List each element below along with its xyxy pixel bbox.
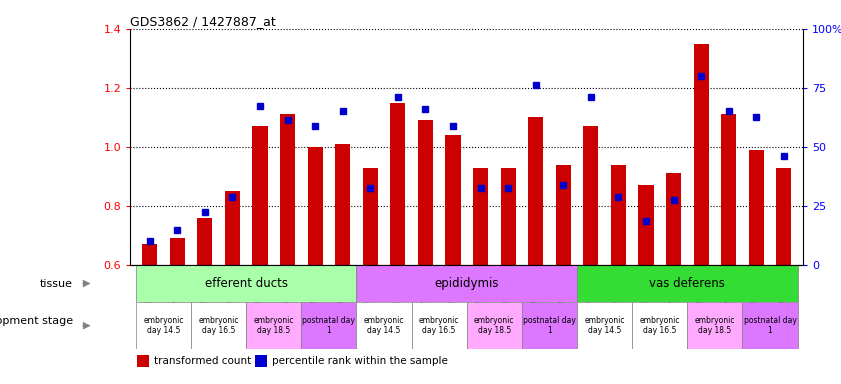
Text: postnatal day
1: postnatal day 1 [303,316,356,335]
Text: embryonic
day 14.5: embryonic day 14.5 [143,316,183,335]
Bar [170,238,185,265]
Text: efferent ducts: efferent ducts [204,277,288,290]
Bar [301,302,357,349]
Bar [638,185,653,265]
Bar [522,302,577,349]
Bar [142,244,157,265]
Bar [446,135,461,265]
Text: embryonic
day 18.5: embryonic day 18.5 [253,316,294,335]
Bar [191,302,246,349]
Bar [743,302,797,349]
Bar [390,103,405,265]
Bar [252,126,267,265]
Bar [584,126,599,265]
Bar [577,265,797,302]
Bar [198,218,213,265]
Text: embryonic
day 18.5: embryonic day 18.5 [474,316,515,335]
Bar [280,114,295,265]
Text: transformed count: transformed count [154,356,251,366]
Text: development stage: development stage [0,316,73,326]
Text: embryonic
day 16.5: embryonic day 16.5 [639,316,680,335]
Bar [632,302,687,349]
Bar [500,167,516,265]
Text: embryonic
day 18.5: embryonic day 18.5 [695,316,735,335]
Bar [411,302,467,349]
Bar [246,302,301,349]
Bar [611,165,626,265]
Bar [776,167,791,265]
Bar [748,150,764,265]
Bar [357,265,577,302]
Text: embryonic
day 14.5: embryonic day 14.5 [584,316,625,335]
Text: embryonic
day 14.5: embryonic day 14.5 [364,316,405,335]
Text: GDS3862 / 1427887_at: GDS3862 / 1427887_at [130,15,276,28]
Text: embryonic
day 16.5: embryonic day 16.5 [198,316,239,335]
Bar [556,165,571,265]
Bar [136,265,357,302]
Text: embryonic
day 16.5: embryonic day 16.5 [419,316,459,335]
Text: postnatal day
1: postnatal day 1 [743,316,796,335]
Bar [467,302,522,349]
Bar [335,144,350,265]
Text: percentile rank within the sample: percentile rank within the sample [272,356,447,366]
Bar [694,43,709,265]
Text: vas deferens: vas deferens [649,277,725,290]
Bar [308,147,323,265]
Text: tissue: tissue [40,278,73,288]
Bar [255,355,267,367]
Text: epididymis: epididymis [435,277,499,290]
Bar [721,114,736,265]
Text: postnatal day
1: postnatal day 1 [523,316,576,335]
Bar [362,167,378,265]
Bar [577,302,632,349]
Bar [225,191,240,265]
Bar [136,302,191,349]
Bar [357,302,411,349]
Bar [473,167,488,265]
Bar [418,120,433,265]
Bar [137,355,149,367]
Bar [528,118,543,265]
Bar [687,302,743,349]
Bar [666,174,681,265]
